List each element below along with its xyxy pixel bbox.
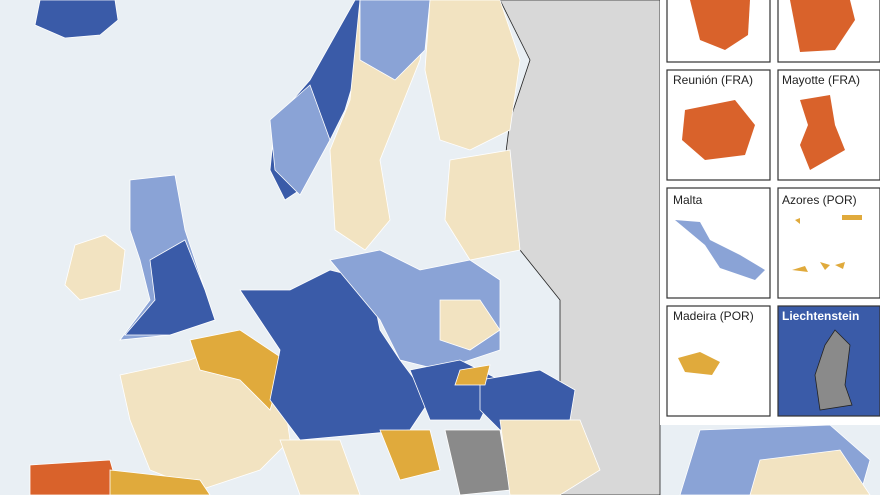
inset-label: Malta [673,193,703,207]
inset-label: Mayotte (FRA) [782,73,860,87]
inset-label: Azores (POR) [782,193,857,207]
inset-6: Azores (POR) [777,187,880,299]
inset-8: Liechtenstein [777,305,880,417]
inset-4: Mayotte (FRA) [777,69,880,181]
inset-label: Reunión (FRA) [673,73,753,87]
british-isles [64,174,216,341]
inset-7: Madeira (POR) [666,305,771,417]
inset-1 [666,0,771,63]
inset-3: Reunión (FRA) [666,69,771,181]
inset-2 [777,0,880,63]
iceland [34,0,119,39]
inset-label: Madeira (POR) [673,309,754,323]
scandinavia [269,0,521,261]
inset-5: Malta [666,187,771,299]
inset-label: Liechtenstein [782,309,859,323]
continent [29,249,871,495]
